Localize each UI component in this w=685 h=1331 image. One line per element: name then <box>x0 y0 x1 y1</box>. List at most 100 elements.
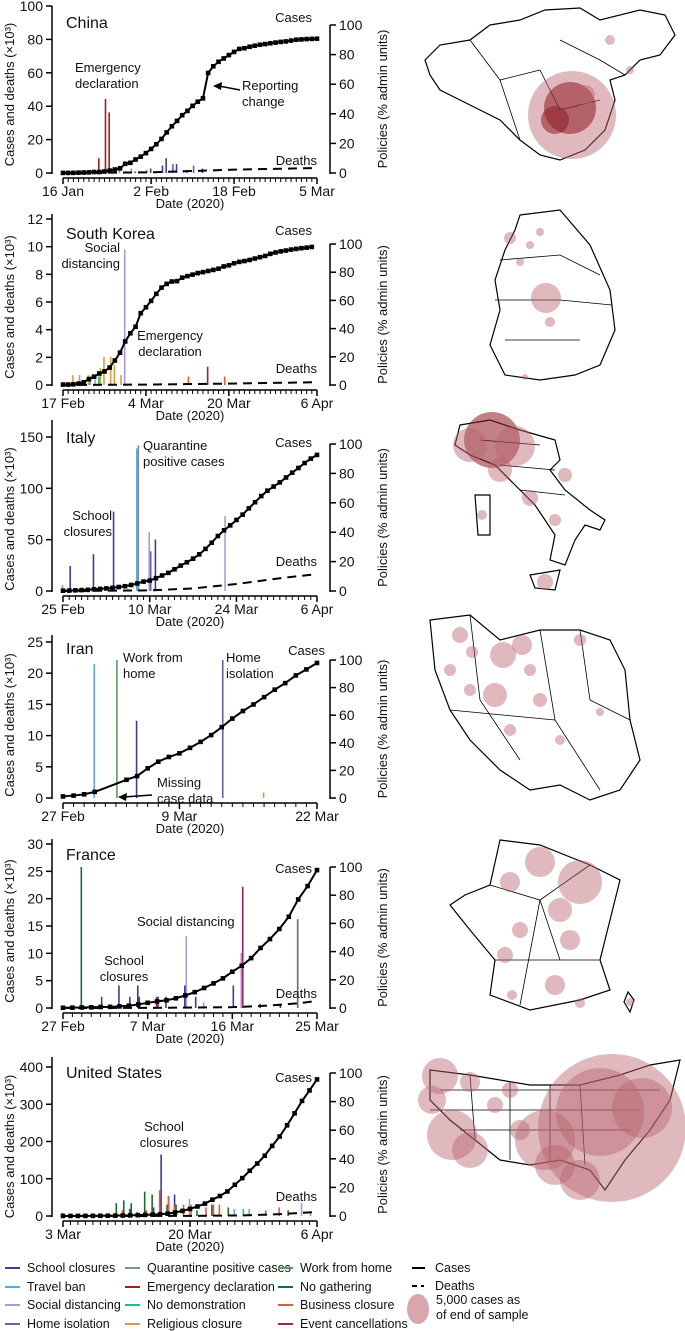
island-outline <box>474 494 491 536</box>
cases-point <box>226 52 232 58</box>
chart-panel-united-states: 0 100 200 300 400 Cases and deaths (×10³) 0 20 4… <box>0 1043 400 1255</box>
x-tick-label: 6 Apr <box>301 395 334 411</box>
y-tick-label: 10 <box>27 728 43 744</box>
cases-point <box>185 273 190 279</box>
cases-point <box>273 250 278 255</box>
cases-point <box>314 867 320 873</box>
region-border <box>519 899 541 1006</box>
legend-item-cases: Cases <box>412 1261 470 1275</box>
annotation-text: School <box>72 508 112 523</box>
cases-point <box>165 1211 170 1216</box>
cases-point <box>117 166 123 171</box>
cases-point <box>314 452 320 458</box>
x-tick-label: 16 Jan <box>42 183 84 199</box>
y2-axis-label: Policies (% admin units) <box>375 448 390 587</box>
cases-point <box>177 751 182 756</box>
cases-point <box>254 1161 260 1166</box>
cases-point <box>97 586 103 592</box>
cases-point <box>145 1000 150 1006</box>
y2-tick-label: 0 <box>339 1000 347 1016</box>
cases-point <box>283 39 289 44</box>
cases-point <box>91 586 97 592</box>
case-bubble <box>418 1086 446 1114</box>
cases-point <box>305 883 310 889</box>
y2-tick-label: 60 <box>339 1122 355 1138</box>
case-bubble <box>490 642 516 668</box>
cases-point <box>128 582 134 588</box>
cases-point <box>122 161 128 167</box>
region-border <box>559 39 626 76</box>
legend-label: Work from home <box>300 1261 393 1275</box>
cases-point <box>240 512 245 517</box>
x-tick-label: 3 Mar <box>45 1226 81 1242</box>
cases-point <box>195 99 201 104</box>
cases-point <box>75 1213 81 1219</box>
cases-point <box>185 108 190 114</box>
legend-swatch <box>125 1267 140 1269</box>
cases-point <box>239 963 245 969</box>
cases-point <box>226 263 232 268</box>
cases-point <box>122 339 128 344</box>
cases-point <box>190 556 196 561</box>
cases-point <box>230 716 235 721</box>
cases-point <box>174 118 180 124</box>
cases-point <box>265 488 270 494</box>
cases-point <box>166 754 172 760</box>
annotation-text: School <box>104 953 144 968</box>
cases-label: Cases <box>275 10 312 25</box>
cases-point <box>112 1213 118 1218</box>
cases-point <box>293 37 299 43</box>
x-tick-label: 24 Mar <box>215 601 259 617</box>
cases-point <box>262 41 268 47</box>
cases-point <box>257 254 263 260</box>
panel-title: Italy <box>66 430 95 447</box>
y2-tick-label: 100 <box>339 1065 363 1081</box>
y-tick-label: 5 <box>35 759 43 775</box>
case-bubble <box>515 1110 575 1170</box>
case-bubble <box>556 1068 644 1156</box>
case-bubble <box>548 898 572 922</box>
cases-point <box>221 56 226 61</box>
cases-point <box>122 583 128 589</box>
cases-point <box>102 169 107 174</box>
island-outline <box>623 990 635 1014</box>
cases-point <box>147 578 153 583</box>
x-axis-label: Date (2020) <box>156 196 225 211</box>
legend-label: No gathering <box>300 1279 372 1294</box>
cases-point <box>102 369 107 374</box>
x-axis-label: Date (2020) <box>156 614 225 629</box>
case-bubble <box>516 258 524 266</box>
cases-point <box>117 1004 122 1009</box>
cases-point <box>81 792 87 797</box>
cases-point <box>258 945 263 951</box>
legend-label: No demonstration <box>147 1298 246 1312</box>
y-tick-label: 10 <box>27 945 43 961</box>
cases-point <box>96 169 102 175</box>
legend-label: Religious closure <box>147 1316 243 1331</box>
cases-point <box>205 268 211 274</box>
deaths-line <box>62 999 318 1009</box>
cases-point <box>231 260 237 266</box>
cases-point <box>127 1213 133 1218</box>
y-tick-label: 400 <box>20 1059 44 1075</box>
country-outline <box>429 614 641 801</box>
x-tick-label: 18 Feb <box>212 183 256 199</box>
y2-tick-label: 100 <box>339 652 363 668</box>
cases-point <box>178 563 184 568</box>
cases-point <box>234 517 239 523</box>
cases-point <box>174 278 180 284</box>
cases-point <box>133 324 138 330</box>
cases-label: Cases <box>275 861 312 876</box>
case-bubble <box>522 490 538 506</box>
cases-point <box>153 575 159 581</box>
y2-tick-label: 0 <box>339 1208 347 1224</box>
y-tick-label: 8 <box>35 266 43 282</box>
case-bubble <box>483 683 507 707</box>
cases-point <box>124 777 129 783</box>
cases-point <box>215 533 221 539</box>
legend-swatch <box>278 1322 293 1325</box>
x-tick-label: 20 Mar <box>168 1226 212 1242</box>
case-bubble <box>512 922 528 938</box>
cases-point <box>150 1212 155 1217</box>
deaths-label: Deaths <box>276 986 318 1001</box>
